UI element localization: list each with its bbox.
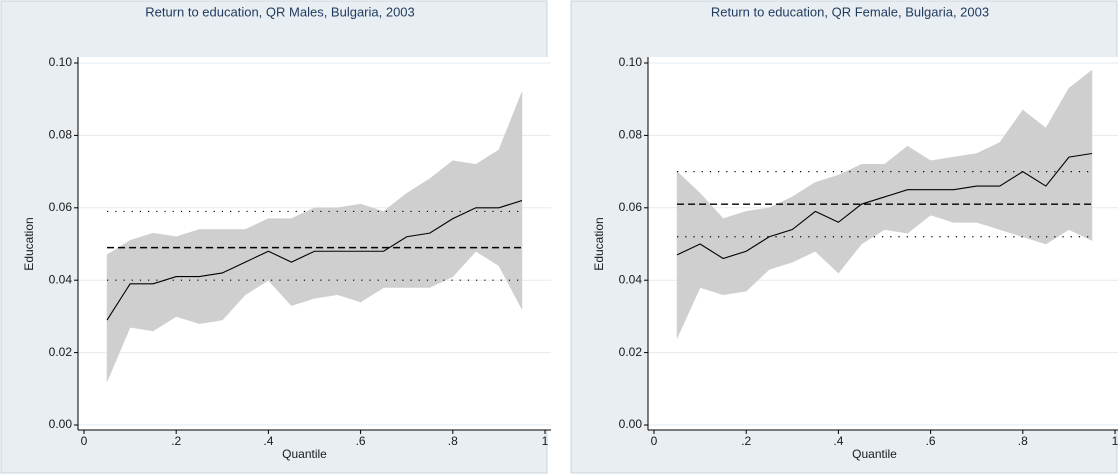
y-tick-label: 0.00 [619,417,643,431]
chart-panel: Return to education, QR Males, Bulgaria,… [0,0,551,474]
x-axis-label: Quantile [282,447,327,461]
x-tick-label: 1 [1112,434,1118,448]
confidence-band [337,203,361,303]
x-tick-label: 0 [651,434,658,448]
x-tick-label: .8 [448,434,458,448]
x-tick-label: .2 [171,434,181,448]
y-tick-label: 0.00 [49,417,73,431]
confidence-band [429,160,454,288]
confidence-band [1022,109,1047,245]
confidence-band [722,211,747,296]
x-tick-label: .8 [1018,434,1028,448]
chart-panel: Return to education, QR Female, Bulgaria… [570,0,1118,474]
y-tick-label: 0.10 [49,55,73,69]
x-tick-label: .6 [356,434,366,448]
y-tick-label: 0.08 [619,128,643,142]
y-tick-label: 0.06 [619,200,643,214]
y-tick-label: 0.04 [619,272,643,286]
x-tick-label: .2 [741,434,751,448]
confidence-band [498,91,523,310]
x-tick-label: 0 [81,434,88,448]
x-tick-label: .4 [263,434,273,448]
y-tick-label: 0.10 [619,55,643,69]
y-axis-label: Education [592,217,606,270]
confidence-band [360,203,384,303]
confidence-band [314,207,338,299]
estimate-line [676,152,1093,260]
y-tick-label: 0.02 [619,345,643,359]
y-tick-label: 0.08 [49,128,73,142]
x-tick-label: 1 [542,434,549,448]
y-tick-label: 0.04 [49,272,73,286]
estimate-line [106,200,523,321]
x-axis-label: Quantile [852,447,897,461]
y-axis-label: Education [22,217,36,270]
chart-title: Return to education, QR Males, Bulgaria,… [145,4,415,19]
x-tick-label: .4 [833,434,843,448]
y-tick-label: 0.02 [49,345,73,359]
chart-title: Return to education, QR Female, Bulgaria… [711,4,989,19]
x-tick-label: .6 [926,434,936,448]
y-tick-label: 0.06 [49,200,73,214]
